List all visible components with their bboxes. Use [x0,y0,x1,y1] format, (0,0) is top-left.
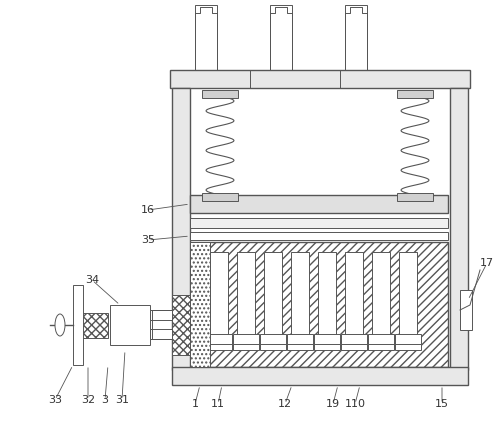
Bar [150,310,172,320]
Text: 12: 12 [278,399,292,409]
Bar [397,193,433,201]
Bar [314,334,340,346]
Bar [287,334,313,346]
Bar [372,252,390,337]
Bar [206,334,232,346]
Bar [314,344,340,350]
Bar [190,218,448,228]
Bar [460,290,472,330]
Text: 33: 33 [48,395,62,405]
Text: 110: 110 [345,399,366,409]
Bar [237,252,255,337]
Bar [172,295,190,355]
Bar [270,5,292,70]
Bar [260,344,286,350]
Ellipse shape [55,314,65,336]
Text: 17: 17 [480,258,494,268]
Bar [206,344,232,350]
Bar [150,329,172,339]
Text: 19: 19 [326,399,340,409]
Bar [397,90,433,98]
Bar [190,242,210,367]
Bar [368,344,394,350]
Bar [318,252,336,337]
Text: 16: 16 [141,205,155,215]
Text: 34: 34 [85,275,99,285]
Text: 1: 1 [192,399,199,409]
Bar [170,70,470,88]
Text: 15: 15 [435,399,449,409]
Bar [190,232,448,240]
Bar [395,344,421,350]
Bar [210,252,228,337]
Text: 32: 32 [81,395,95,405]
Bar [202,90,238,98]
Bar [73,285,83,365]
Bar [110,305,150,345]
Bar [172,367,468,385]
Bar [368,334,394,346]
Bar [80,313,108,338]
Text: 3: 3 [102,395,109,405]
Bar [233,344,259,350]
Bar [341,344,367,350]
Bar [450,88,468,370]
Bar [202,193,238,201]
Bar [345,252,363,337]
Bar [287,344,313,350]
Bar [172,88,190,370]
Bar [345,5,367,70]
Text: 35: 35 [141,235,155,245]
Bar [291,252,309,337]
Text: 11: 11 [211,399,225,409]
Bar [341,334,367,346]
Bar [195,5,217,70]
Bar [399,252,417,337]
Bar [264,252,282,337]
Bar [395,334,421,346]
Bar [233,334,259,346]
Text: 31: 31 [115,395,129,405]
Bar [260,334,286,346]
Bar [190,242,448,367]
Bar [190,195,448,213]
